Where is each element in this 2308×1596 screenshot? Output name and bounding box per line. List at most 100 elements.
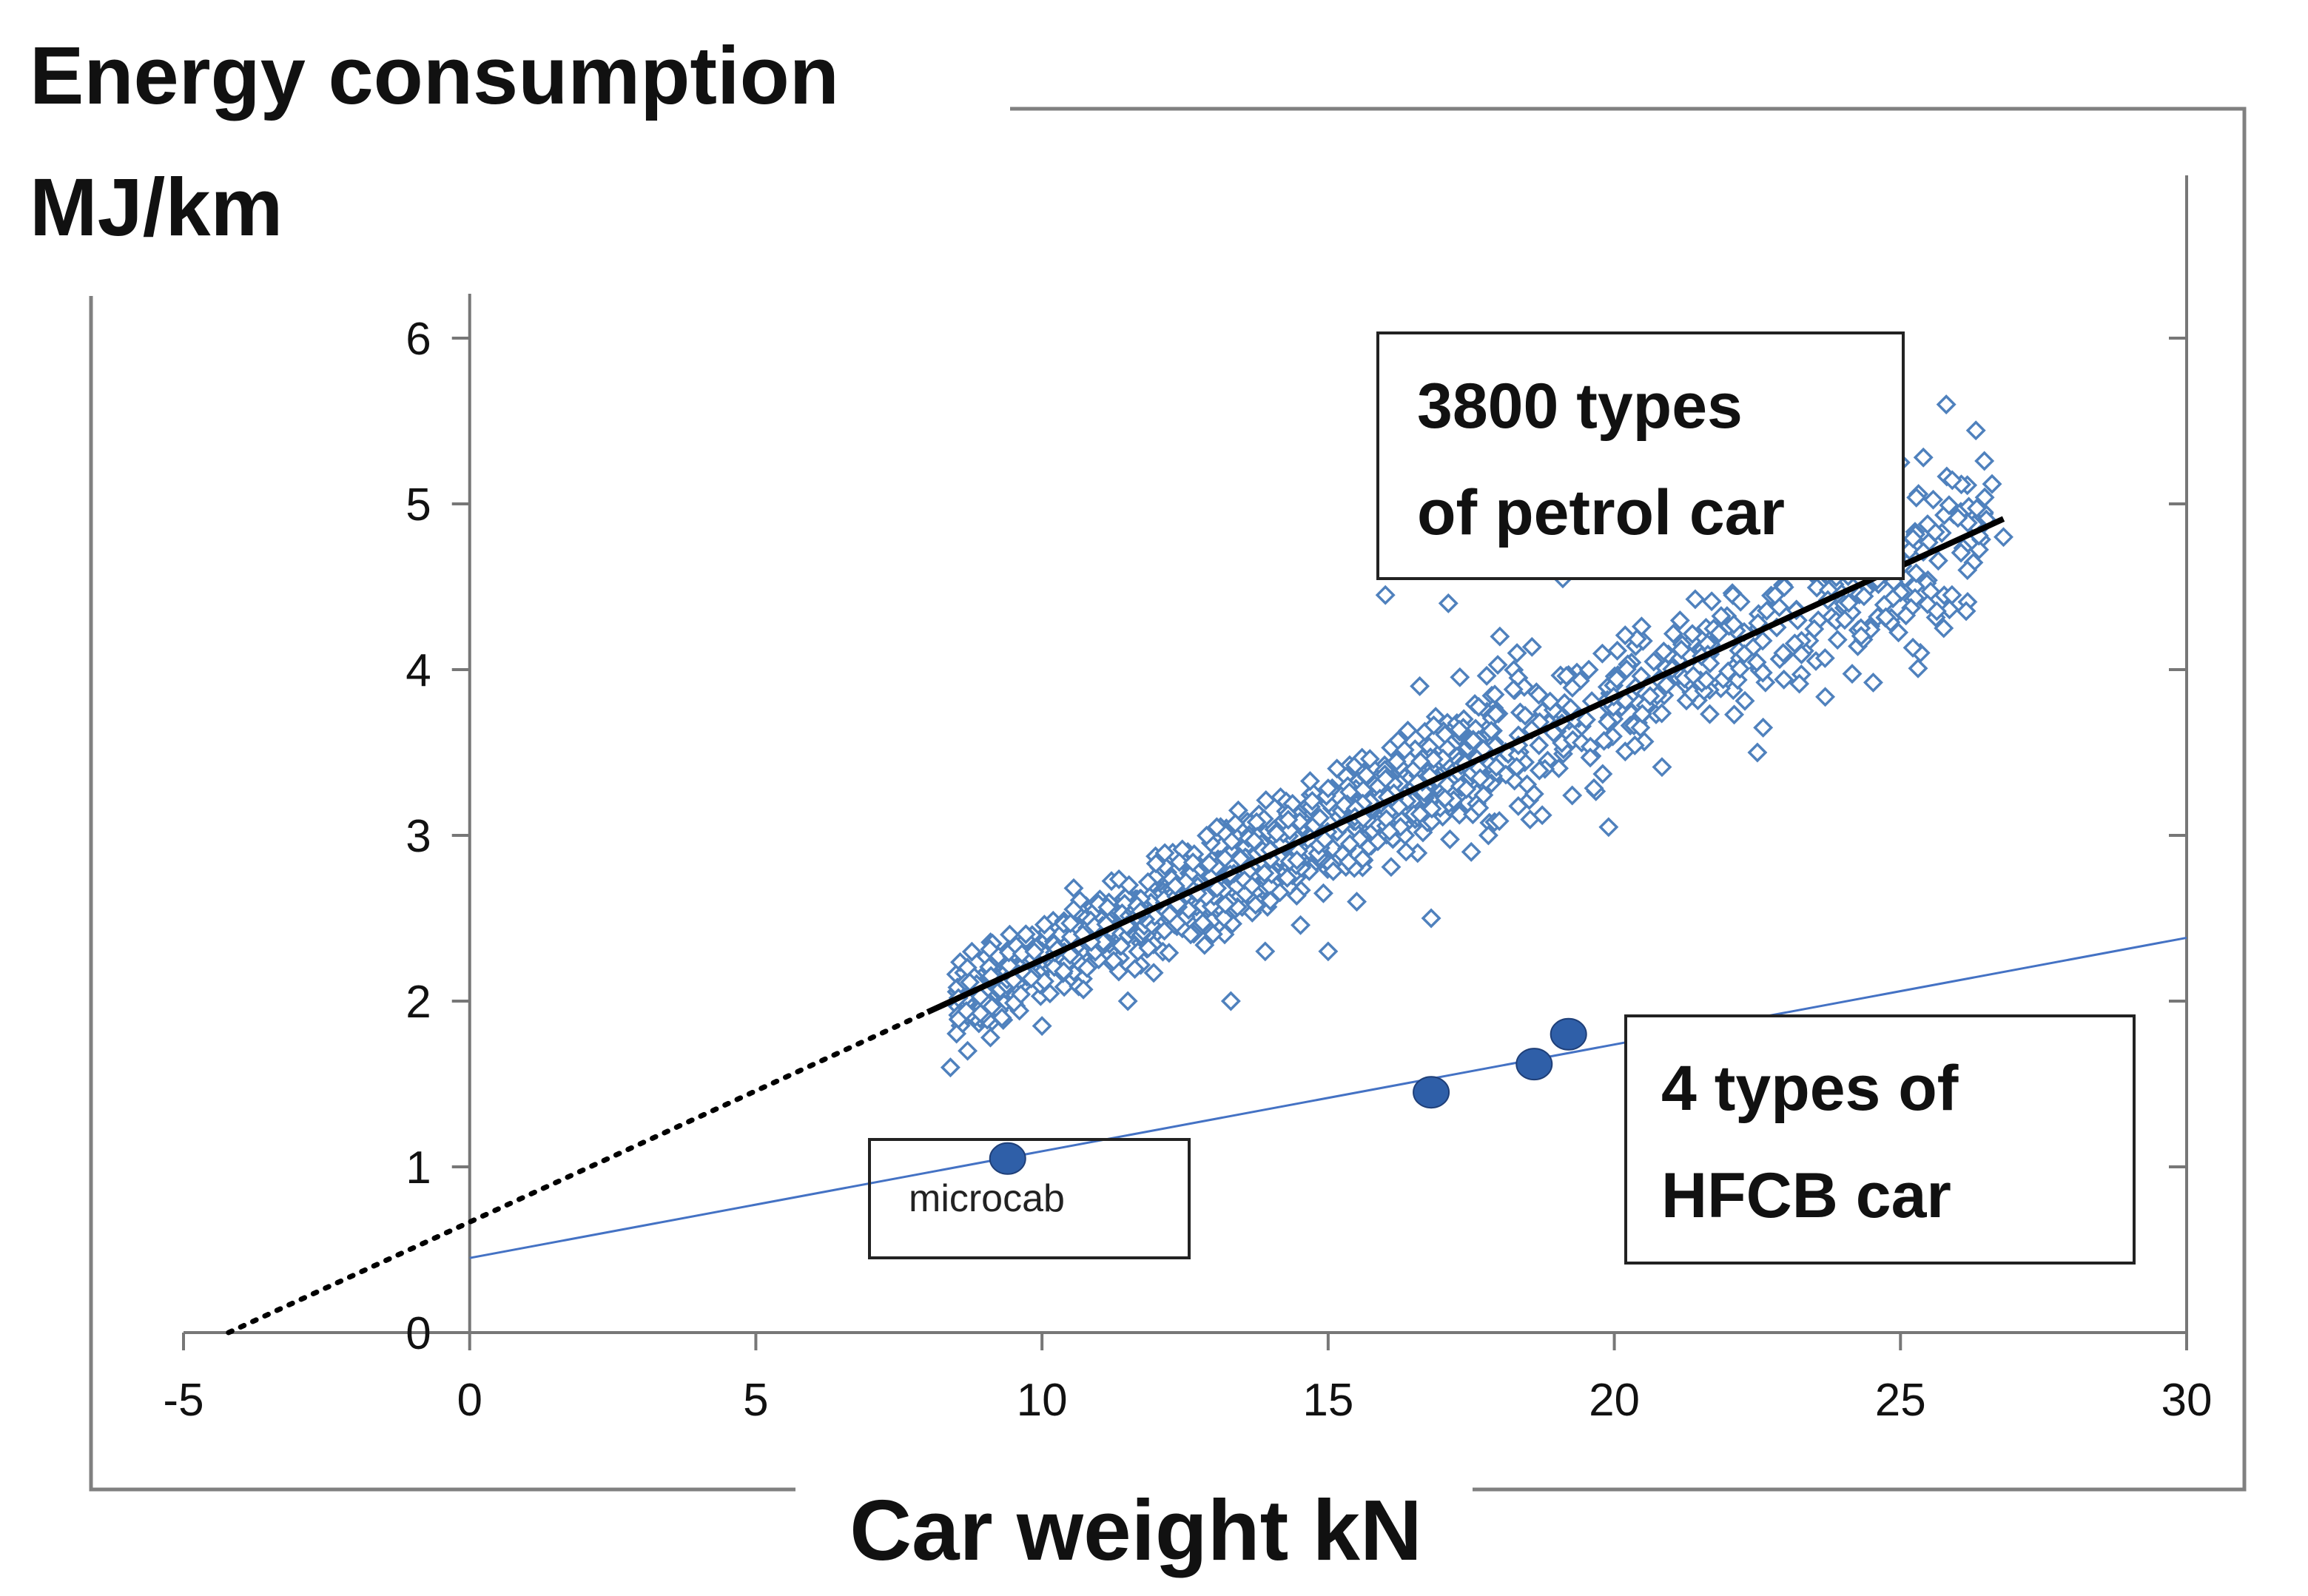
- petrol-point: [1974, 487, 1995, 508]
- petrol-point: [1906, 487, 1927, 508]
- microcab-label: microcab: [909, 1177, 1065, 1220]
- petrol-point: [1902, 528, 1923, 549]
- petrol-point: [1700, 704, 1720, 724]
- petrol-point: [1388, 797, 1409, 817]
- petrol-point: [1643, 651, 1664, 672]
- petrol-point: [980, 1027, 1000, 1048]
- petrol-point: [1044, 957, 1065, 977]
- hfcb-point: [1550, 1017, 1587, 1051]
- petrol-point: [1103, 950, 1124, 971]
- petrol-outlier-point: [1994, 527, 2013, 548]
- petrol-point: [957, 957, 978, 978]
- petrol-point: [1256, 789, 1276, 810]
- petrol-point: [1926, 601, 1947, 622]
- petrol-outlier-point: [1410, 676, 1430, 696]
- petrol-point: [1394, 740, 1415, 761]
- hfcb-point: [1413, 1076, 1450, 1109]
- petrol-point: [1520, 809, 1541, 829]
- petrol-point: [1594, 730, 1615, 751]
- petrol-outlier-point: [1461, 841, 1481, 862]
- petrol-point: [1359, 749, 1380, 770]
- y-tick-label: 4: [406, 645, 431, 696]
- petrol-point: [1422, 811, 1442, 832]
- petrol-point: [1381, 857, 1402, 878]
- y-tick-label: 0: [406, 1308, 431, 1359]
- petrol-point: [1652, 703, 1672, 724]
- petrol-point: [1353, 849, 1373, 869]
- petrol-point: [1948, 508, 1968, 528]
- petrol-point: [1752, 662, 1773, 683]
- petrol-annotation-line-2: of petrol car: [1417, 477, 1785, 548]
- petrol-point: [1313, 883, 1333, 903]
- petrol-point: [1711, 606, 1732, 627]
- petrol-point: [1125, 958, 1145, 979]
- petrol-outlier-point: [1753, 717, 1774, 738]
- petrol-point: [1286, 886, 1307, 906]
- petrol-annotation-line-1: 3800 types: [1417, 371, 1743, 442]
- petrol-point: [1054, 977, 1074, 997]
- petrol-point: [1529, 735, 1550, 755]
- hfcb-point: [1515, 1048, 1553, 1081]
- petrol-point: [1254, 863, 1275, 883]
- axes: 0 1 2 3 4 5 6 -5 0 5 10 15 20 25 30: [163, 175, 2212, 1426]
- petrol-point: [1906, 563, 1926, 584]
- petrol-point: [1169, 852, 1190, 872]
- hfcb-car-series: [989, 1017, 1587, 1175]
- petrol-point: [1287, 850, 1308, 871]
- petrol-point: [1398, 720, 1419, 741]
- petrol-point: [1486, 757, 1507, 777]
- petrol-point: [1207, 878, 1228, 898]
- petrol-point: [1615, 625, 1635, 646]
- petrol-point: [1194, 935, 1215, 955]
- petrol-point: [1021, 969, 1042, 989]
- petrol-point: [1834, 610, 1855, 630]
- petrol-point: [1396, 841, 1416, 862]
- y-tick-label: 3: [406, 811, 431, 862]
- petrol-point: [1225, 813, 1245, 834]
- petrol-point: [1917, 514, 1938, 535]
- petrol-point: [1652, 757, 1672, 778]
- hfcb-trend-line: [469, 936, 2187, 1259]
- petrol-point: [961, 941, 982, 962]
- petrol-point: [1956, 601, 1976, 622]
- hfcb-annotation-line-1: 4 types of: [1661, 1053, 1959, 1124]
- petrol-point: [1791, 644, 1811, 664]
- petrol-point: [1011, 984, 1032, 1005]
- petrol-point: [1197, 825, 1217, 846]
- petrol-point: [1556, 666, 1577, 687]
- petrol-point: [1422, 798, 1442, 819]
- petrol-point: [1724, 704, 1745, 725]
- petrol-outlier-point: [1598, 817, 1619, 838]
- petrol-point: [1923, 489, 1943, 510]
- petrol-annotation-box: 3800 types of petrol car: [1376, 331, 1905, 580]
- petrol-point: [1165, 875, 1185, 896]
- petrol-point: [1514, 676, 1535, 697]
- petrol-point: [1245, 895, 1266, 915]
- y-tick-label: 5: [406, 479, 431, 531]
- petrol-point: [1730, 591, 1751, 612]
- chart-title: Energy consumption: [30, 30, 839, 121]
- petrol-point: [1529, 684, 1550, 705]
- petrol-point: [1481, 721, 1501, 741]
- petrol-point: [1965, 420, 1986, 441]
- petrol-point: [1244, 830, 1265, 851]
- hfcb-point-microcab: [989, 1142, 1026, 1175]
- petrol-point: [1182, 852, 1203, 873]
- petrol-outlier-point: [1942, 585, 1962, 605]
- petrol-point: [1682, 624, 1703, 644]
- petrol-point: [1469, 798, 1490, 818]
- petrol-point: [1063, 878, 1084, 898]
- petrol-point: [1578, 659, 1599, 680]
- petrol-point: [1476, 665, 1497, 686]
- petrol-point: [1540, 691, 1561, 712]
- petrol-point: [1580, 747, 1601, 768]
- petrol-point: [1902, 637, 1923, 658]
- petrol-point: [1339, 852, 1359, 872]
- petrol-point: [1379, 821, 1400, 842]
- petrol-outlier-point: [940, 1057, 960, 1078]
- petrol-point: [1386, 751, 1407, 772]
- petrol-point: [1584, 778, 1604, 798]
- petrol-point: [1323, 861, 1344, 881]
- petrol-point: [1291, 915, 1311, 935]
- petrol-outlier-point: [1117, 991, 1138, 1011]
